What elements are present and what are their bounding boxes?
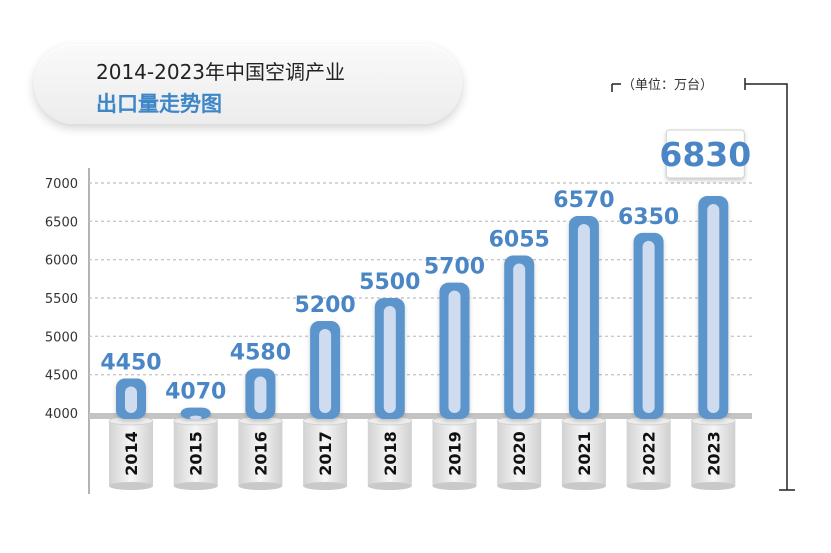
pedestal-bottom (432, 482, 477, 490)
bar-group: 2014 4450 (100, 351, 162, 490)
pedestal-bottom (626, 482, 671, 490)
bar-highlight (513, 263, 526, 413)
pedestal (173, 421, 218, 486)
pedestal-bottom (109, 482, 153, 490)
y-tick-label: 4000 (45, 407, 78, 422)
bar-group: 2020 6055 (489, 227, 550, 490)
data-label: 5200 (294, 293, 355, 318)
x-tick-label: 2014 (122, 431, 141, 476)
bar-group: 2023 6830 (659, 129, 751, 490)
chart-subtitle: 出口量走势图 (96, 92, 222, 116)
bar-highlight (642, 240, 655, 413)
pedestal (626, 421, 671, 486)
bar-highlight (189, 415, 202, 420)
x-tick-label: 2020 (510, 431, 529, 476)
y-tick-label: 6000 (45, 254, 78, 269)
bar-group: 2021 6570 (553, 188, 615, 490)
data-label: 4070 (165, 380, 226, 405)
data-label: 6570 (553, 188, 614, 213)
pedestal (561, 421, 606, 486)
pedestal-bottom (238, 482, 283, 490)
bar-group: 2019 5700 (424, 255, 485, 490)
x-tick-label: 2019 (446, 431, 465, 476)
data-label: 6350 (618, 205, 679, 230)
pedestal-bottom (691, 482, 736, 490)
pedestal (497, 421, 542, 486)
bar (180, 407, 211, 419)
data-label: 4450 (100, 351, 161, 376)
pedestal (109, 421, 153, 486)
bar-highlight (319, 329, 332, 413)
x-tick-label: 2016 (251, 431, 270, 476)
pedestal-bottom (561, 482, 606, 490)
unit-label: （单位：万台） (622, 78, 714, 93)
data-label: 4580 (230, 341, 291, 366)
pedestal (238, 421, 283, 486)
unit-bracket (611, 78, 795, 491)
y-tick-label: 6500 (45, 215, 78, 230)
bar-highlight (254, 376, 267, 413)
pedestal-bottom (303, 482, 348, 490)
chart-title: 2014-2023年中国空调产业 (96, 60, 346, 84)
pedestal-bottom (497, 482, 542, 490)
x-tick-label: 2015 (187, 431, 206, 476)
pedestal (691, 421, 736, 486)
y-tick-label: 5000 (45, 330, 78, 345)
title-banner (34, 44, 462, 124)
data-label: 5500 (359, 270, 420, 295)
pedestal (432, 421, 477, 486)
y-tick-label: 5500 (45, 292, 78, 307)
baseline (89, 413, 752, 419)
bar-group: 2017 5200 (294, 293, 356, 490)
y-tick-label: 7000 (45, 177, 78, 192)
bar-group: 2015 4070 (165, 380, 226, 490)
pedestal-bottom (173, 482, 218, 490)
x-tick-label: 2023 (704, 431, 723, 476)
pedestal (303, 421, 348, 486)
bar-group: 2018 5500 (359, 270, 420, 490)
x-tick-label: 2021 (575, 431, 594, 476)
bar-group: 2016 4580 (230, 341, 291, 490)
x-tick-label: 2022 (640, 431, 659, 476)
data-label: 6055 (489, 227, 550, 252)
pedestal (367, 421, 412, 486)
data-label: 6830 (659, 135, 751, 174)
bar-highlight (383, 306, 396, 413)
x-tick-label: 2017 (316, 431, 335, 476)
bar-highlight (448, 290, 461, 413)
bar-highlight (707, 204, 720, 413)
y-tick-label: 4500 (45, 369, 78, 384)
data-label: 5700 (424, 255, 485, 280)
pedestal-bottom (367, 482, 412, 490)
bar-group: 2022 6350 (618, 205, 679, 490)
x-tick-label: 2018 (381, 431, 400, 476)
bar-highlight (577, 223, 590, 413)
bar-highlight (125, 386, 137, 413)
highlight-box (665, 129, 745, 179)
